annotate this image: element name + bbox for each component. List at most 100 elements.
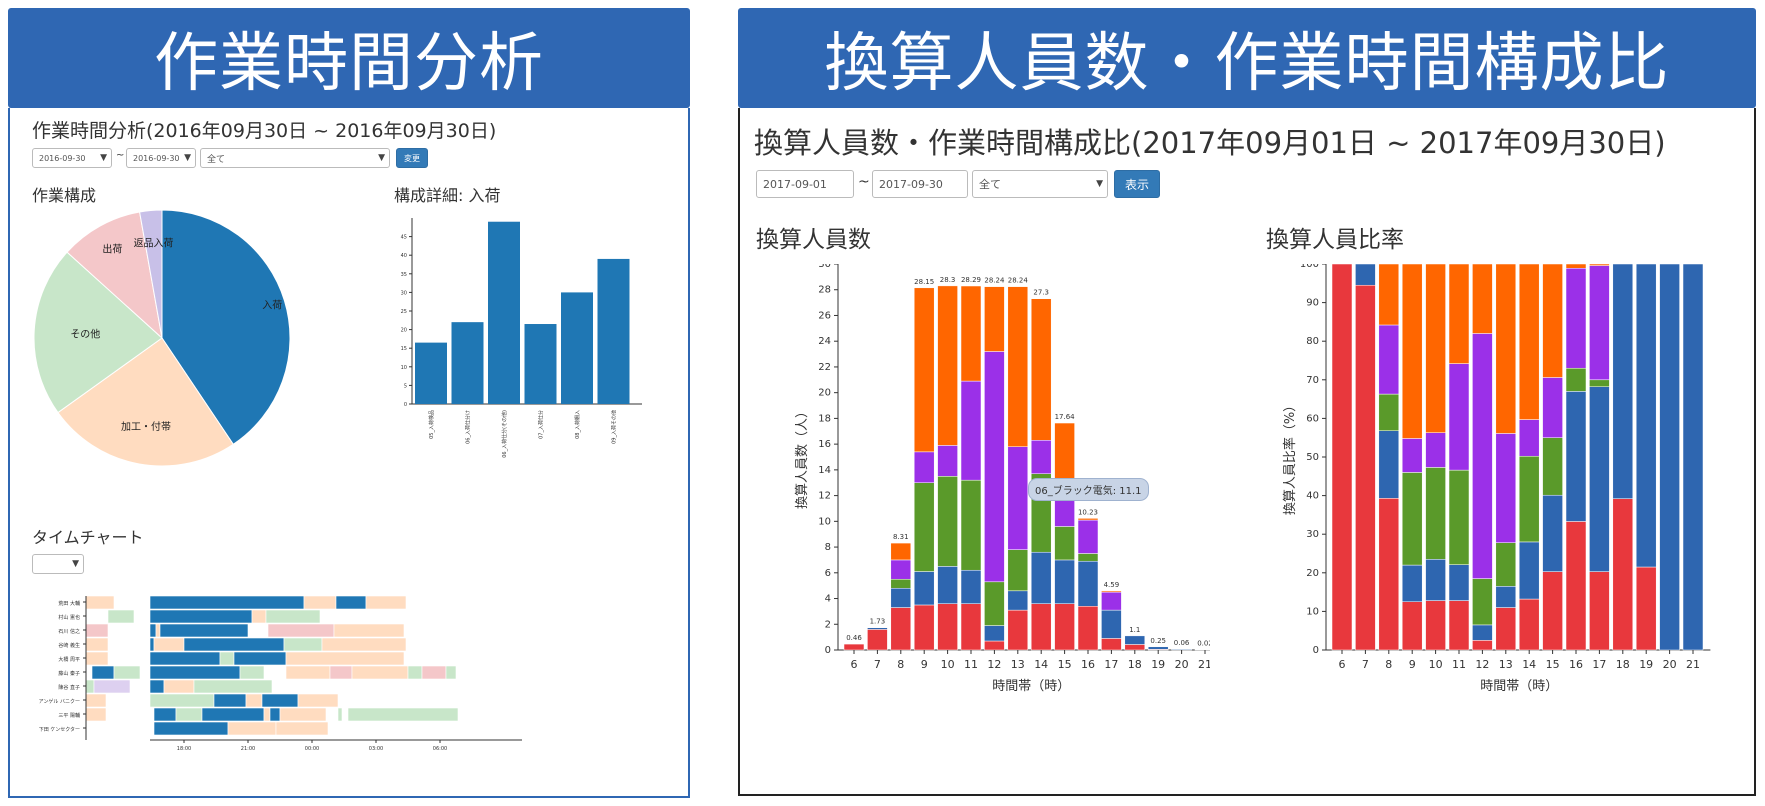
x-tick-label: 19 — [1639, 658, 1653, 671]
y-tick-label: 20 — [818, 388, 831, 399]
date-to-value: 2016-09-30 — [133, 153, 180, 163]
timechart-segment — [297, 693, 339, 708]
data-label: 28.24 — [1008, 277, 1029, 285]
x-tick-label: 7 — [1362, 658, 1369, 671]
stacked-bar-segment — [937, 566, 958, 604]
timechart-row-label: 荒田 大輔 — [58, 600, 80, 607]
x-tick-label: 21 — [1198, 658, 1210, 671]
x-tick-label: 16 — [1081, 658, 1095, 671]
stacked-bar-segment — [1171, 648, 1192, 651]
stacked-bar-segment — [1007, 446, 1029, 550]
stacked-bar-segment — [960, 479, 982, 571]
stacked-bar-segment — [984, 286, 1005, 352]
pie-label: その他 — [70, 328, 100, 341]
stacked-bar-segment — [1401, 564, 1423, 602]
timechart-segment — [113, 665, 141, 680]
timechart-segment — [159, 623, 249, 638]
x-tick-label: 20 — [1175, 658, 1189, 671]
y-tick-label: 5 — [404, 383, 407, 389]
x-tick-label: 9 — [921, 658, 928, 671]
stacked-bar-segment — [937, 603, 958, 651]
x-tick-label: 9 — [1409, 658, 1416, 671]
timechart-segment — [149, 651, 221, 666]
filter-select[interactable]: 全て ▼ — [972, 170, 1108, 198]
timechart-segment — [85, 707, 107, 722]
stacked-bar-segment — [1147, 646, 1169, 650]
stacked-bar-segment — [1518, 598, 1540, 651]
y-tick-label: 18 — [818, 413, 831, 424]
stacked-bar-segment — [1378, 264, 1400, 326]
timechart-segment — [445, 665, 457, 680]
y-tick-label: 8 — [825, 542, 831, 553]
stacked-bar-segment — [1518, 419, 1540, 457]
detail-bar — [524, 324, 557, 404]
timechart-segment — [261, 693, 299, 708]
chevron-down-icon: ▼ — [72, 559, 79, 569]
filter-select[interactable]: 全て ▼ — [200, 148, 390, 168]
left-banner: 作業時間分析 — [8, 8, 690, 108]
x-tick-label: 18 — [1616, 658, 1630, 671]
stacked-bar-segment — [960, 285, 982, 382]
detail-bar — [597, 258, 630, 404]
stacked-bar-segment — [1565, 391, 1587, 522]
timechart-segment — [85, 651, 109, 666]
stacked-bar-segment — [1682, 264, 1704, 651]
timechart-segment — [421, 665, 447, 680]
y-tick-label: 50 — [1306, 452, 1319, 463]
x-tick-label: 14 — [1034, 658, 1048, 671]
timechart-select[interactable]: ▼ — [32, 554, 84, 574]
stacked-bar-segment — [1425, 432, 1446, 468]
x-axis-title: 時間帯（時） — [1480, 679, 1558, 694]
x-tick-label: 16 — [1569, 658, 1583, 671]
timechart-segment — [193, 679, 273, 694]
y-tick-label: 15 — [401, 346, 407, 352]
range-tilde: ~ — [858, 174, 870, 190]
stacked-bar-segment — [1378, 393, 1400, 432]
timechart-segment — [149, 693, 215, 708]
y-tick-label: 10 — [1306, 606, 1319, 617]
stacked-bar-segment — [1472, 624, 1493, 641]
filter-value: 全て — [979, 178, 1001, 191]
timechart-segment — [251, 609, 267, 624]
x-tick-label: 13 — [1499, 658, 1513, 671]
date-to-select[interactable]: 2016-09-30 ▼ — [126, 148, 196, 168]
stacked-bar-segment — [913, 604, 935, 651]
date-to-value: 2017-09-30 — [879, 177, 943, 191]
x-tick-label: 10 — [1429, 658, 1443, 671]
stacked-bar-segment — [1542, 377, 1563, 438]
date-from-value: 2017-09-01 — [763, 177, 827, 191]
stacked-bar-segment — [1659, 264, 1680, 651]
stacked-bar-segment — [1124, 635, 1146, 645]
change-button[interactable]: 変更 — [396, 148, 428, 168]
stacked-bar-segment — [1101, 591, 1122, 611]
right-banner-title: 換算人員数・作業時間構成比 — [824, 27, 1670, 101]
x-tick-label: 15 — [1546, 658, 1560, 671]
timechart-segment — [283, 637, 323, 652]
stacked-bar-segment — [1007, 590, 1029, 611]
stacked-bar-segment — [1542, 264, 1563, 378]
stacked-bar-segment — [1448, 469, 1470, 565]
date-from-select[interactable]: 2016-09-30 ▼ — [32, 148, 112, 168]
y-tick-label: 0 — [404, 402, 407, 408]
chevron-down-icon: ▼ — [378, 153, 385, 163]
stacked-bar-segment — [1518, 264, 1540, 420]
stacked-bar-segment — [1448, 600, 1470, 651]
headcount-stacked-chart: 02468101214161820222426283060.4671.7388.… — [795, 264, 1210, 694]
stacked-bar-segment — [984, 640, 1005, 651]
left-panel: 作業時間分析(2016年09月30日 ~ 2016年09月30日) 2016-0… — [8, 108, 690, 798]
date-from-input[interactable]: 2017-09-01 — [756, 170, 854, 198]
stacked-bar-segment — [984, 351, 1005, 583]
stacked-bar-segment — [1589, 265, 1610, 381]
y-tick-label: 26 — [818, 310, 831, 321]
stacked-bar-segment — [1542, 494, 1563, 572]
data-label: 0.06 — [1174, 639, 1190, 647]
x-tick-label: 12 — [987, 658, 1001, 671]
y-tick-label: 25 — [401, 309, 407, 315]
show-button[interactable]: 表示 — [1114, 170, 1160, 198]
data-label: 28.15 — [914, 278, 934, 286]
date-to-input[interactable]: 2017-09-30 — [872, 170, 968, 198]
stacked-bar-segment — [1425, 600, 1446, 651]
pie-label: 加工・付帯 — [121, 420, 171, 433]
right-banner: 換算人員数・作業時間構成比 — [738, 8, 1756, 108]
